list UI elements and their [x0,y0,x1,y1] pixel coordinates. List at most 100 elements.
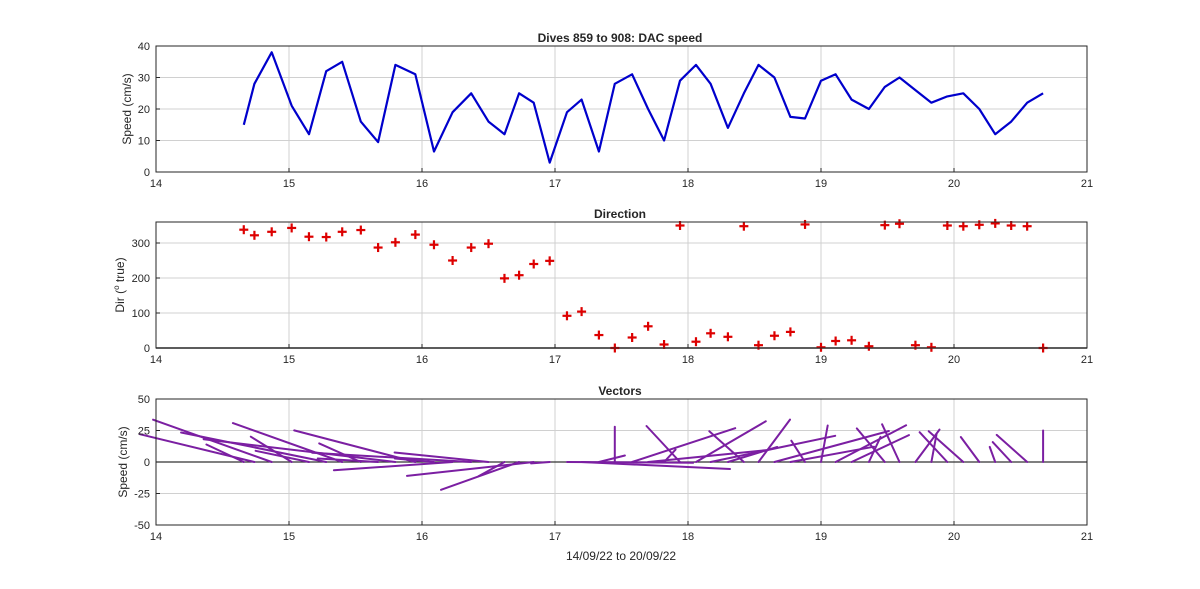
speed-xtick-label: 18 [682,178,694,190]
speed-xtick-label: 20 [948,178,960,190]
direction-xtick-label: 15 [283,354,295,366]
direction-marks [239,218,1048,353]
speed-marks [242,51,1044,164]
direction-point [267,227,277,237]
direction-ytick-label: 200 [132,273,150,285]
speed-ytick-label: 20 [138,104,150,116]
vector-stick [991,441,1013,463]
vectors-panel: Vectors 14 15 16 17 18 19 20 21 -50 -25 0 25 50 Spee… [116,384,1093,563]
vector-stick [332,461,454,472]
speed-xtick-label: 21 [1081,178,1093,190]
vector-stick [406,461,535,477]
direction-point [321,232,331,242]
vector-stick [850,434,910,463]
vector-stick [316,457,380,463]
direction-point [390,237,400,247]
vectors-ytick-label: 50 [138,394,150,406]
direction-tick-labels: 14 15 16 17 18 19 20 21 0 100 200 300 [132,238,1093,366]
speed-xtick-label: 15 [283,178,295,190]
direction-point [785,327,795,337]
direction-grid [155,222,1088,349]
speed-ytick-label: 30 [138,73,150,85]
direction-point [739,221,749,231]
vector-stick [988,445,997,463]
direction-point [926,342,936,352]
direction-point [514,270,524,280]
vectors-xtick-label: 14 [150,531,162,543]
direction-point [643,321,653,331]
speed-series-line [242,51,1044,164]
speed-xtick-label: 19 [815,178,827,190]
vectors-xtick-label: 18 [682,531,694,543]
direction-point [864,341,874,351]
direction-point [373,243,383,253]
vector-stick [530,461,551,465]
direction-point [958,221,968,231]
speed-xtick-label: 17 [549,178,561,190]
direction-ytick-label: 100 [132,308,150,320]
direction-point [831,336,841,346]
vector-stick [254,449,310,463]
direction-panel: Direction 14 15 16 17 18 19 20 21 0 100 200 300 Dir… [112,207,1093,366]
vector-stick [180,431,328,463]
direction-point [627,333,637,342]
vector-stick [708,430,745,463]
direction-point [990,218,1000,228]
vectors-xtick-label: 15 [283,531,295,543]
direction-xtick-label: 17 [549,354,561,366]
direction-point [847,335,857,345]
direction-point [466,243,476,253]
direction-point [484,239,493,249]
vectors-ylabel: Speed (cm/s) [116,426,130,497]
vector-stick [393,451,490,463]
vector-stick [855,427,886,463]
direction-point [356,225,366,235]
vector-stick [881,423,901,463]
vectors-xtick-label: 21 [1081,531,1093,543]
direction-panel-title: Direction [594,207,646,221]
vectors-ytick-label: -25 [134,489,150,501]
vector-stick [695,420,767,463]
direction-ytick-label: 0 [144,343,150,355]
direction-point [304,232,314,242]
speed-panel: Dives 859 to 908: DAC speed 14 15 16 17 18 19… [120,31,1093,190]
speed-panel-title: Dives 859 to 908: DAC speed [538,31,703,45]
speed-ytick-label: 40 [138,41,150,53]
vector-stick [645,425,681,463]
direction-point [410,230,420,240]
direction-point [287,223,297,233]
speed-ytick-label: 10 [138,136,150,148]
direction-point [249,230,259,240]
direction-point [448,256,458,265]
vector-stick [393,457,435,463]
vector-stick [918,431,949,463]
direction-point [706,328,716,338]
direction-point [800,219,810,229]
vector-stick [631,427,737,463]
direction-point [691,337,701,347]
speed-xtick-label: 16 [416,178,428,190]
vectors-xtick-label: 19 [815,531,827,543]
vector-stick [959,436,981,463]
vectors-xlabel: 14/09/22 to 20/09/22 [566,549,676,563]
vector-stick [834,424,908,463]
direction-point [769,331,779,341]
direction-point [1022,221,1032,231]
direction-xtick-label: 14 [150,354,162,366]
direction-point [429,240,439,250]
direction-point [577,307,587,317]
direction-xtick-label: 16 [416,354,428,366]
speed-ytick-label: 0 [144,167,150,179]
vectors-xtick-label: 20 [948,531,960,543]
direction-point [594,330,604,340]
vectors-marks [138,418,1045,491]
speed-axes-box [155,45,1088,173]
vectors-tick-labels: 14 15 16 17 18 19 20 21 -50 -25 0 25 50 [134,394,1093,543]
vector-stick [231,422,344,463]
vector-stick [663,448,677,463]
direction-ylabel: Dir (o true) [112,257,127,312]
direction-point [723,332,733,342]
direction-xtick-label: 20 [948,354,960,366]
speed-xtick-label: 14 [150,178,162,190]
